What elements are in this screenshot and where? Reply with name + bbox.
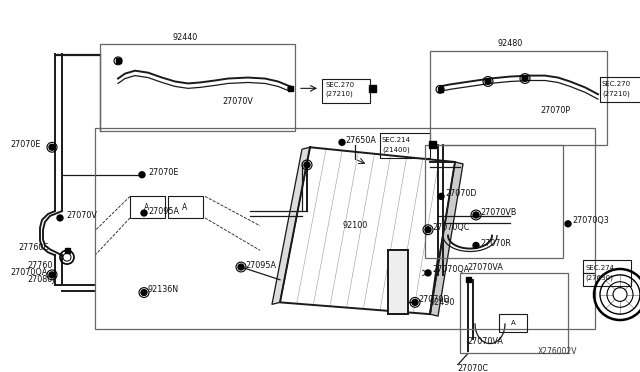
Bar [388,250,408,314]
Text: A: A [511,320,515,326]
Bar [369,85,376,92]
Text: 27070D: 27070D [445,189,477,198]
Circle shape [238,264,244,270]
Bar [322,78,370,103]
Text: 27070E: 27070E [10,140,40,149]
Text: 27070VA: 27070VA [467,263,503,272]
Text: 27070V: 27070V [223,97,253,106]
Text: SEC.270: SEC.270 [325,83,354,89]
Bar [460,273,568,353]
Text: A: A [182,203,188,212]
Bar [115,58,120,63]
Circle shape [141,210,147,216]
Polygon shape [430,162,463,316]
Circle shape [485,78,491,84]
Bar [465,278,470,282]
Text: 27070VB: 27070VB [480,208,516,217]
Text: (27210): (27210) [325,91,353,97]
Bar [425,145,563,258]
Bar [430,51,607,145]
Text: 27070C: 27070C [457,364,488,372]
Text: 27760E: 27760E [18,243,49,252]
Text: 27070QA: 27070QA [432,266,469,275]
Bar [287,86,292,91]
Circle shape [425,270,431,276]
Text: 27070P: 27070P [540,106,570,115]
Circle shape [438,193,444,199]
Bar [168,196,203,218]
Text: (27210): (27210) [602,91,630,97]
Circle shape [522,76,528,81]
Text: SEC.270: SEC.270 [602,81,631,87]
Polygon shape [272,147,310,304]
Text: SEC.214: SEC.214 [382,137,411,143]
Text: (27630): (27630) [585,275,613,281]
Text: 27070V: 27070V [66,211,97,221]
Text: 27095A: 27095A [148,206,179,215]
Text: 27070QC: 27070QC [432,223,469,232]
Text: 27095A: 27095A [245,260,276,270]
Text: 27080J: 27080J [27,275,54,284]
Bar [130,196,165,218]
Text: 27760: 27760 [27,260,52,270]
Circle shape [304,162,310,168]
Text: 27070R: 27070R [480,239,511,248]
Bar [65,248,70,253]
Circle shape [339,140,345,145]
Bar [438,87,442,92]
Circle shape [57,215,63,221]
Text: 27650A: 27650A [345,136,376,145]
Circle shape [412,299,418,305]
Circle shape [139,172,145,178]
Text: 92440: 92440 [172,33,198,42]
Bar [95,128,595,329]
Text: 27070QA: 27070QA [10,269,47,278]
Circle shape [288,86,292,90]
Text: 92480: 92480 [497,39,523,48]
Bar [600,77,640,102]
Text: 92136N: 92136N [148,285,179,294]
Bar [100,44,295,131]
Circle shape [449,368,455,372]
Text: X276002V: X276002V [538,347,577,356]
Bar [499,314,527,332]
Circle shape [141,289,147,295]
Circle shape [49,272,55,278]
Text: 27070D: 27070D [418,295,449,304]
Text: A: A [145,203,150,212]
Text: 27070E: 27070E [148,168,179,177]
Text: 27070VA: 27070VA [467,337,503,346]
Text: 92100: 92100 [342,221,367,230]
Circle shape [565,221,571,227]
Circle shape [49,144,55,150]
Text: 27070Q3: 27070Q3 [572,217,609,225]
Text: SEC.274: SEC.274 [585,265,614,271]
Circle shape [473,212,479,218]
Circle shape [425,227,431,232]
Text: 92490: 92490 [430,298,456,307]
Text: (21400): (21400) [382,147,410,153]
Bar [583,260,631,286]
Bar [380,132,430,158]
Circle shape [473,243,479,248]
Bar [429,141,435,148]
